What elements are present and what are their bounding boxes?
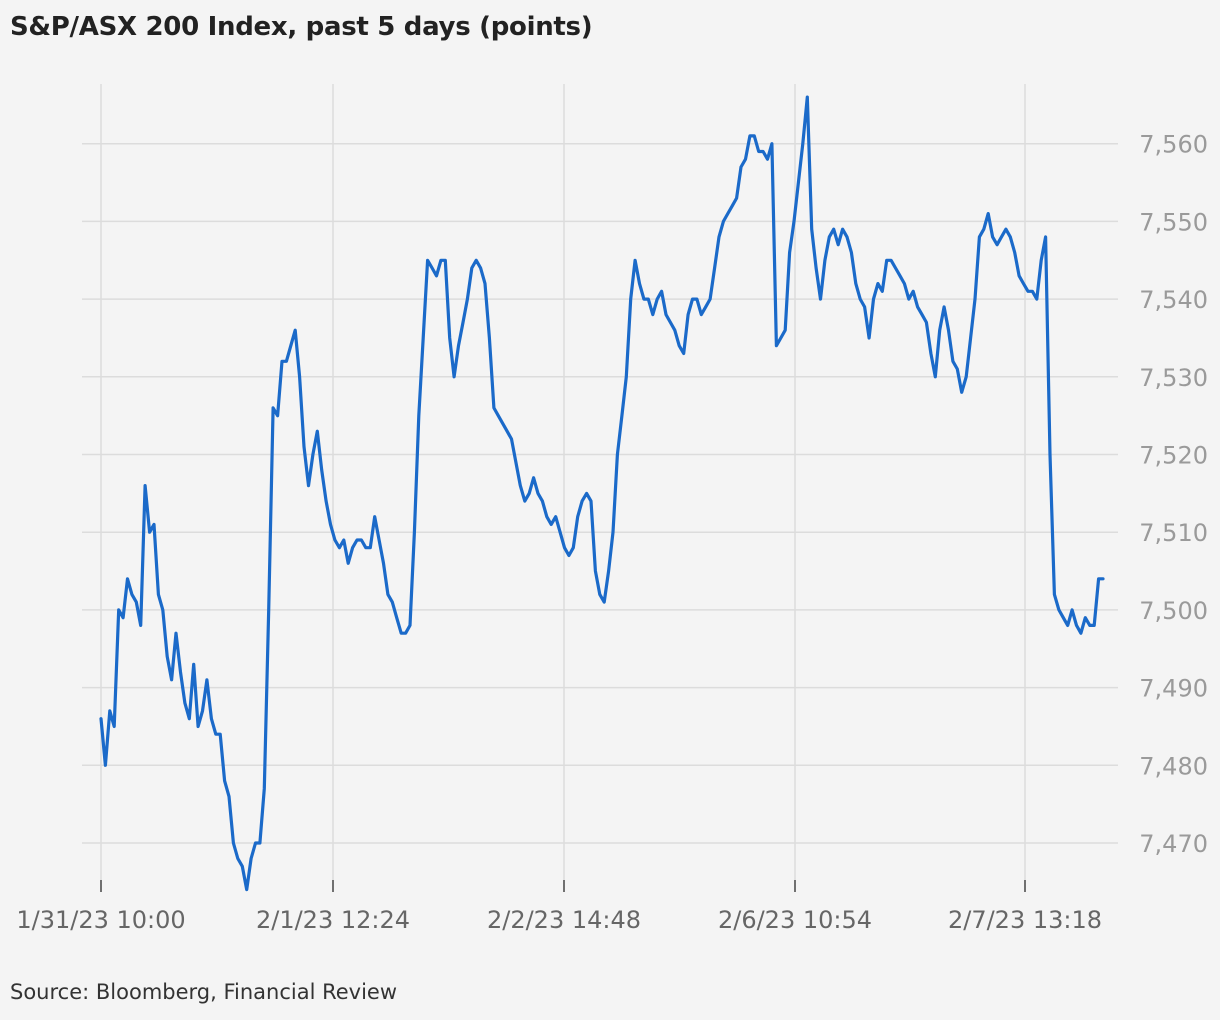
y-tick-label: 7,530 xyxy=(1139,364,1208,392)
y-tick-label: 7,510 xyxy=(1139,519,1208,547)
y-tick-label: 7,500 xyxy=(1139,597,1208,625)
source-note: Source: Bloomberg, Financial Review xyxy=(10,980,398,1004)
x-tick-label: 2/7/23 13:18 xyxy=(948,906,1102,934)
y-tick-label: 7,490 xyxy=(1139,675,1208,703)
x-axis-ticks: 1/31/23 10:00 2/1/23 12:24 2/2/23 14:48 2/6… xyxy=(16,906,1102,934)
chart-title: S&P/ASX 200 Index, past 5 days (points) xyxy=(10,12,593,42)
gridlines xyxy=(82,84,1118,892)
y-tick-label: 7,550 xyxy=(1139,208,1208,236)
y-tick-label: 7,540 xyxy=(1139,286,1208,314)
y-tick-label: 7,560 xyxy=(1139,131,1208,159)
x-tick-label: 2/6/23 10:54 xyxy=(718,906,872,934)
y-tick-label: 7,480 xyxy=(1139,752,1208,780)
y-tick-label: 7,470 xyxy=(1139,830,1208,858)
y-axis-ticks: 7,470 7,480 7,490 7,500 7,510 7,520 7,530 7,540… xyxy=(1139,131,1208,858)
y-tick-label: 7,520 xyxy=(1139,442,1208,470)
series-layer xyxy=(99,95,1105,892)
x-tick-label: 2/2/23 14:48 xyxy=(487,906,641,934)
x-tick-label: 2/1/23 12:24 xyxy=(256,906,410,934)
x-tick-label: 1/31/23 10:00 xyxy=(16,906,185,934)
series-line xyxy=(99,95,1105,892)
